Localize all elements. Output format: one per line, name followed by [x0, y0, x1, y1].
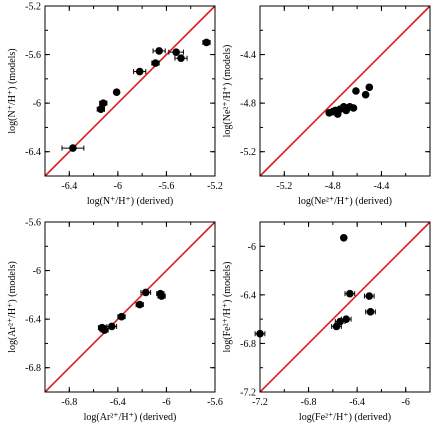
data-point: [107, 322, 116, 331]
y-axis-label: log(Ar²⁺/H⁺) (models): [7, 261, 18, 353]
y-tick-label: -5.2: [25, 2, 41, 13]
x-axis-label: log(Ne²⁺/H⁺) (derived): [298, 196, 392, 207]
x-tick-label: -6.4: [349, 397, 365, 408]
data-point: [349, 104, 358, 112]
panel-nitrogen: -6.4 -6 -5.6 -5.2 -6.4 -6 -5.6 -5.2 log(N⁺/H⁺) (…: [7, 2, 223, 208]
x-tick-label: -4.4: [374, 181, 390, 192]
data-point: [117, 312, 126, 321]
y-tick-label: -6: [33, 266, 41, 277]
y-tick-label: -6.4: [240, 290, 256, 301]
data-point: [151, 59, 160, 67]
x-axis-label: log(Fe²⁺/H⁺) (derived): [299, 412, 391, 423]
y-tick-label: -5.6: [25, 218, 41, 229]
y-tick-label: -5.6: [25, 50, 41, 61]
y-tick-label: -6.8: [240, 339, 256, 350]
panel-argon: -6.8 -6.4 -6 -5.6 -6.8 -6.4 -6 -5.6 log(Ar²⁺/H⁺)…: [7, 218, 223, 424]
data-point: [135, 300, 144, 309]
plot-frame: [44, 221, 216, 393]
data-point: [99, 99, 108, 107]
data-point: [155, 47, 163, 55]
panel-iron: -7.2 -6.8 -6.4 -6 -7.2 -6.8 -6.4 -6 log(Fe²⁺/H⁺)…: [222, 221, 431, 423]
y-tick-label: -7.2: [240, 388, 256, 399]
data-point: [112, 88, 121, 97]
data-point: [177, 54, 185, 63]
x-tick-label: -6.4: [110, 397, 126, 408]
data-point: [365, 292, 374, 300]
x-tick-label: -6.8: [301, 397, 317, 408]
identity-line: [259, 5, 431, 177]
y-tick-label: -6.4: [25, 315, 41, 326]
x-tick-label: -6: [402, 397, 410, 408]
data-point: [202, 38, 211, 47]
x-axis-label: log(N⁺/H⁺) (derived): [87, 196, 173, 207]
data-point: [346, 289, 354, 298]
data-point: [256, 329, 264, 338]
data-point: [339, 233, 348, 242]
data-point: [361, 90, 370, 99]
y-axis-label: log(Ne²⁺/H⁺) (models): [222, 45, 233, 138]
data-point: [336, 317, 344, 326]
data-point: [69, 144, 77, 152]
data-point: [141, 288, 150, 297]
x-tick-label: -5.6: [207, 397, 223, 408]
y-tick-label: -5.2: [240, 147, 256, 158]
x-tick-label: -6: [114, 181, 122, 192]
identity-line: [44, 221, 216, 393]
x-tick-label: -4.8: [325, 181, 341, 192]
data-point: [100, 326, 109, 334]
data-point: [157, 292, 166, 300]
y-tick-label: -4.8: [240, 99, 256, 110]
plot-frame: [259, 5, 431, 177]
panel-neon: -5.2 -4.8 -4.4 -5.2 -4.8 -4.4 log(Ne²⁺/H⁺) (de…: [222, 5, 431, 207]
y-axis-label: log(N⁺/H⁺) (models): [7, 48, 18, 133]
plot-frame: [259, 221, 431, 393]
identity-line: [259, 221, 431, 393]
x-tick-label: -5.2: [207, 181, 223, 192]
data-point: [366, 308, 375, 316]
x-tick-label: -6.8: [61, 397, 77, 408]
y-tick-label: -6.4: [25, 147, 41, 158]
y-tick-label: -6.8: [25, 363, 41, 374]
plot-frame: [44, 5, 216, 177]
x-axis-label: log(Ar²⁺/H⁺) (derived): [84, 412, 177, 423]
x-tick-label: -6: [162, 397, 170, 408]
data-point: [352, 87, 360, 95]
x-tick-label: -5.6: [159, 181, 175, 192]
data-point: [172, 48, 180, 56]
data-point: [97, 105, 105, 114]
x-tick-label: -5.2: [276, 181, 292, 192]
y-axis-label: log(Fe²⁺/H⁺) (models): [222, 261, 233, 352]
x-tick-label: -7.2: [252, 397, 268, 408]
y-tick-label: -6: [248, 242, 256, 253]
data-point: [365, 83, 374, 92]
y-tick-label: -4.4: [240, 50, 256, 61]
data-point: [135, 67, 144, 76]
data-point: [342, 315, 351, 323]
x-tick-label: -6.4: [61, 181, 77, 192]
y-tick-label: -6: [33, 99, 41, 110]
